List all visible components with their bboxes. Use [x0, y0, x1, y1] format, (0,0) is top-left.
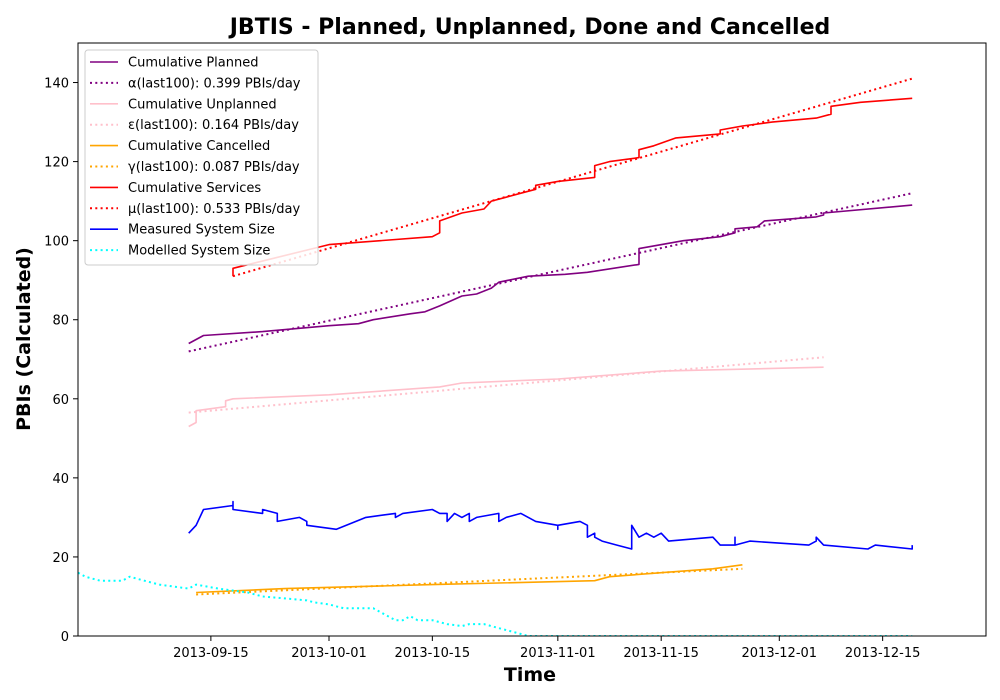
legend-label-modelled-system-size: Modelled System Size — [128, 244, 270, 259]
y-axis-ticks: 0 20 40 60 80 100 120 140 — [44, 77, 78, 645]
legend-label-cumulative-cancelled: Cumulative Cancelled — [128, 139, 270, 154]
legend-label-last100-0-399-pbis-day: α(last100): 0.399 PBIs/day — [128, 76, 301, 91]
x-tick-label: 2013-11-15 — [623, 646, 699, 661]
legend-label-cumulative-services: Cumulative Services — [128, 181, 261, 196]
series-line-cumulative-cancelled — [196, 564, 743, 594]
legend-label-last100-0-164-pbis-day: ε(last100): 0.164 PBIs/day — [128, 118, 299, 133]
series-line-cumulative-unplanned — [188, 366, 824, 428]
series-line-measured-system-size — [188, 500, 914, 550]
legend-box — [84, 49, 319, 266]
x-tick-label: 2013-12-01 — [742, 646, 818, 661]
legend-label-last100-0-087-pbis-day: γ(last100): 0.087 PBIs/day — [128, 160, 300, 175]
y-tick-label: 100 — [44, 235, 69, 250]
x-tick-label: 2013-10-15 — [395, 646, 471, 661]
x-tick-label: 2013-10-01 — [291, 646, 367, 661]
y-tick-label: 60 — [52, 393, 69, 408]
legend: Cumulative Planned α(last100): 0.399 PBIs… — [84, 49, 319, 266]
plot-frame — [77, 42, 987, 637]
series-line-cumulative-planned — [188, 204, 913, 345]
legend-label-cumulative-planned: Cumulative Planned — [128, 56, 258, 71]
chart-title: JBTIS - Planned, Unplanned, Done and Can… — [228, 15, 831, 40]
series-line-modelled-system-size — [78, 571, 913, 636]
y-tick-label: 140 — [44, 77, 69, 92]
y-tick-label: 20 — [52, 551, 69, 566]
series-line-last100-0-399-pbis-day — [188, 192, 913, 353]
x-axis-ticks: 2013-09-15 2013-10-01 2013-10-15 2013-11-01… — [173, 636, 920, 661]
series-line-cumulative-services — [232, 97, 913, 277]
y-tick-label: 80 — [52, 314, 69, 329]
plot-area — [78, 77, 914, 636]
legend-label-measured-system-size: Measured System Size — [128, 223, 275, 238]
series-line-last100-0-533-pbis-day — [232, 77, 913, 278]
legend-label-cumulative-unplanned: Cumulative Unplanned — [128, 97, 277, 112]
y-tick-label: 120 — [44, 156, 69, 171]
x-axis-label: Time — [504, 664, 556, 686]
series-line-last100-0-087-pbis-day — [196, 567, 743, 596]
x-tick-label: 2013-11-01 — [520, 646, 596, 661]
x-tick-label: 2013-12-15 — [845, 646, 921, 661]
series-line-last100-0-164-pbis-day — [188, 356, 824, 414]
y-axis-label: PBIs (Calculated) — [13, 247, 35, 431]
legend-label-last100-0-533-pbis-day: μ(last100): 0.533 PBIs/day — [128, 202, 300, 217]
x-tick-label: 2013-09-15 — [173, 646, 249, 661]
y-tick-label: 0 — [61, 630, 69, 645]
y-tick-label: 40 — [52, 472, 69, 487]
